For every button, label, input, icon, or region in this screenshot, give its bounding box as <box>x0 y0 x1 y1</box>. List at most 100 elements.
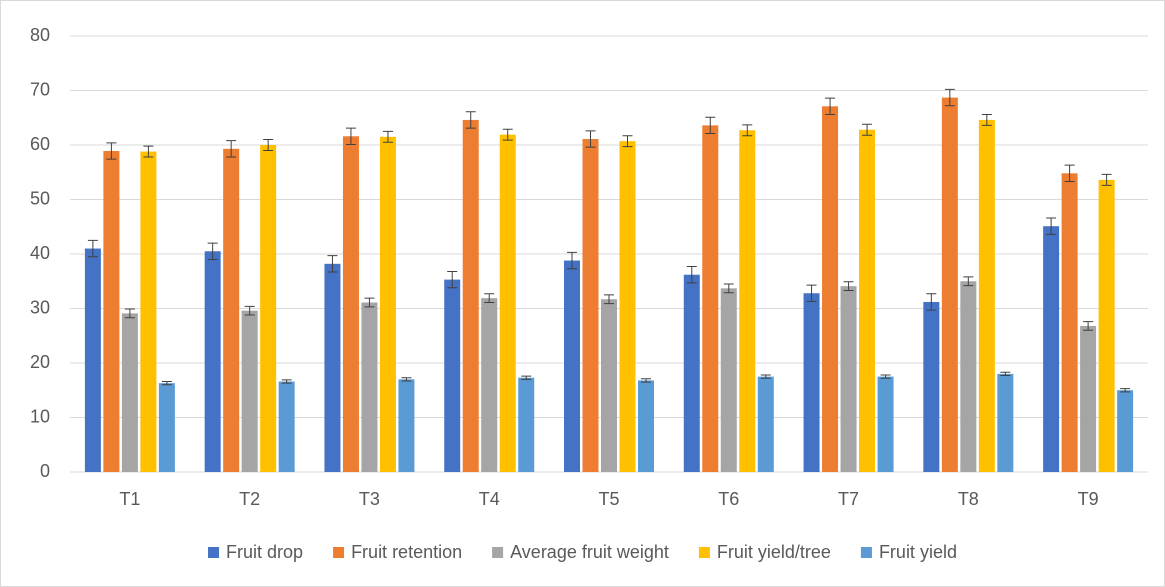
y-tick-label: 80 <box>30 25 50 45</box>
legend-label: Average fruit weight <box>510 542 669 562</box>
error-bar <box>944 88 955 107</box>
error-bar <box>502 128 513 141</box>
bar <box>1117 390 1134 472</box>
error-bar <box>862 123 873 136</box>
bar <box>223 148 240 472</box>
x-tick-label: T6 <box>718 489 739 509</box>
error-bar <box>161 381 172 386</box>
error-bar <box>124 308 135 319</box>
error-bar <box>364 297 375 308</box>
error-bar <box>447 270 458 289</box>
bar <box>1043 226 1060 472</box>
x-tick-label: T9 <box>1078 489 1099 509</box>
bar <box>1061 173 1078 472</box>
x-tick-label: T8 <box>958 489 979 509</box>
error-bar <box>1101 173 1112 186</box>
bar <box>564 260 580 472</box>
bar <box>260 145 277 472</box>
error-bar <box>723 283 734 294</box>
y-tick-label: 0 <box>40 461 50 481</box>
error-bar <box>843 281 854 292</box>
error-bar <box>244 305 255 316</box>
x-tick-label: T3 <box>359 489 380 509</box>
legend-swatch <box>698 547 710 558</box>
legend-swatch <box>860 547 872 558</box>
error-bar <box>705 116 716 135</box>
x-tick-label: T2 <box>239 489 260 509</box>
bar <box>462 119 479 473</box>
bar <box>158 383 175 472</box>
bar <box>278 381 295 472</box>
y-tick-label: 20 <box>30 352 50 372</box>
y-tick-label: 60 <box>30 134 50 154</box>
bar <box>121 313 138 472</box>
bar <box>84 248 101 472</box>
error-bar <box>226 140 237 158</box>
bar <box>997 373 1014 472</box>
error-bar <box>1000 371 1011 377</box>
error-bar <box>641 378 651 383</box>
bar <box>518 377 535 472</box>
bar <box>619 141 636 472</box>
y-tick-label: 30 <box>30 297 50 317</box>
y-tick-label: 70 <box>30 79 50 99</box>
error-bar <box>963 276 974 287</box>
error-bar <box>1083 321 1094 331</box>
bar <box>978 119 995 473</box>
error-bar <box>263 139 274 151</box>
error-bar <box>622 135 633 148</box>
error-bar <box>742 124 753 137</box>
bar <box>140 151 157 473</box>
bar <box>324 263 341 472</box>
bar <box>481 298 498 472</box>
x-tick-label: T5 <box>598 489 619 509</box>
error-bar <box>825 97 836 115</box>
bar <box>822 106 839 473</box>
error-bar <box>143 145 154 158</box>
error-bar <box>106 142 117 160</box>
bar <box>720 288 737 472</box>
bar <box>702 125 719 472</box>
bar <box>638 380 654 472</box>
legend-label: Fruit yield <box>879 542 957 562</box>
bar <box>840 286 857 472</box>
error-bar <box>926 293 937 311</box>
bar <box>757 376 774 472</box>
bar <box>859 129 876 473</box>
bar <box>379 136 396 472</box>
error-bar <box>327 255 338 273</box>
error-bar <box>1064 164 1075 183</box>
y-tick-label: 10 <box>30 406 50 426</box>
legend-label: Fruit retention <box>351 542 462 562</box>
legend-swatch <box>492 547 504 558</box>
y-tick-label: 50 <box>30 188 50 208</box>
error-bar <box>465 111 476 129</box>
error-bar <box>382 130 393 143</box>
x-tick-label: T1 <box>119 489 140 509</box>
error-bar <box>87 239 98 258</box>
error-bar <box>686 266 697 284</box>
bar <box>582 139 599 472</box>
error-bar <box>401 377 412 382</box>
bar <box>803 293 820 472</box>
legend-swatch <box>208 547 220 558</box>
error-bar <box>207 242 218 260</box>
x-tick-label: T7 <box>838 489 859 509</box>
error-bar <box>981 113 992 126</box>
error-bar <box>880 374 891 379</box>
error-bar <box>567 251 577 270</box>
legend-swatch <box>333 547 345 558</box>
bar <box>739 130 756 472</box>
bar <box>601 299 617 472</box>
error-bar <box>1120 388 1131 393</box>
bar <box>204 251 221 472</box>
bar <box>361 302 378 472</box>
bar <box>342 136 359 472</box>
legend-label: Fruit drop <box>226 542 303 562</box>
bar <box>877 376 894 472</box>
error-bar <box>484 293 495 304</box>
error-bar <box>345 127 356 145</box>
error-bar <box>281 379 292 384</box>
bar <box>960 281 977 472</box>
